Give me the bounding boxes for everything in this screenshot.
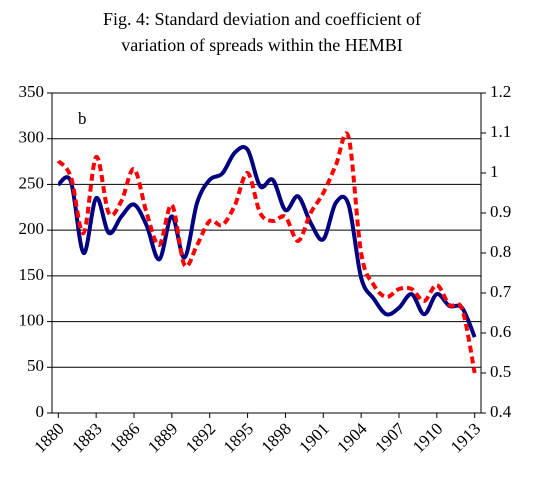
x-tick-label: 1901 [295,419,332,456]
x-tick-label: 1880 [30,419,67,456]
y2-tick-label: 1.1 [490,122,511,141]
line-series [57,145,477,338]
x-tick-label: 1895 [220,419,257,456]
y-tick-label: 200 [19,219,45,238]
x-tick-label: 1898 [258,419,295,456]
y2-tick-label: 0.4 [490,402,512,421]
y-tick-label: 150 [19,265,45,284]
x-tick-label: 1889 [144,419,181,456]
y2-tick-label: 0.5 [490,362,511,381]
line-series [56,131,477,374]
y2-tick-label: 0.8 [490,242,511,261]
y-tick-label: 250 [19,173,45,192]
y2-tick-label: 0.9 [490,202,511,221]
y-tick-label: 300 [19,128,45,147]
y2-tick-label: 1 [490,162,499,181]
y2-tick-label: 0.6 [490,322,511,341]
y2-tick-label: 0.7 [490,282,512,301]
y-tick-label: 350 [19,82,45,101]
x-tick-label: 1886 [106,419,143,456]
annotation: b [78,109,87,128]
x-tick-label: 1907 [371,419,409,457]
chart-title: Fig. 4: Standard deviation and coefficie… [103,9,421,29]
y-tick-label: 50 [27,356,44,375]
x-tick-label: 1904 [333,419,371,457]
y-tick-label: 100 [19,310,45,329]
y-tick-label: 0 [36,402,45,421]
x-tick-label: 1913 [447,419,484,456]
y2-tick-label: 1.2 [490,82,511,101]
x-tick-label: 1883 [68,419,105,456]
x-tick-label: 1892 [182,419,219,456]
chart-title: variation of spreads within the HEMBI [121,35,402,55]
x-tick-label: 1910 [409,419,446,456]
